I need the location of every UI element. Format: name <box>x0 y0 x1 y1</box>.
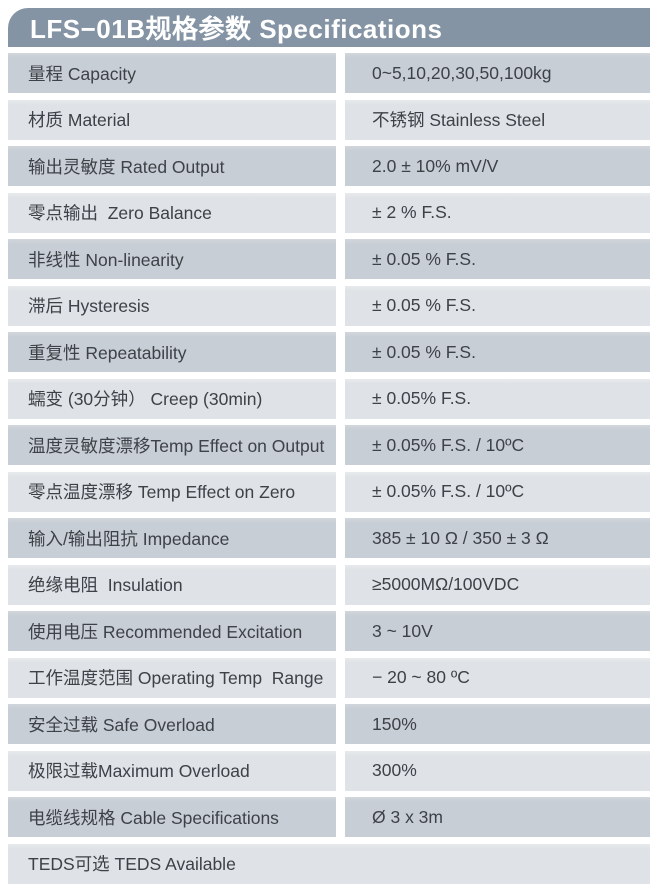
spec-label: 温度灵敏度漂移Temp Effect on Output <box>28 435 325 456</box>
spec-label: 极限过载Maximum Overload <box>28 761 250 781</box>
spec-label-cell: TEDS可选 TEDS Available <box>8 843 650 884</box>
spec-label-cell: 温度灵敏度漂移Temp Effect on Output <box>8 425 336 465</box>
table-row: 绝缘电阻 Insulation ≥5000MΩ/100VDC <box>8 564 650 605</box>
spec-label: 量程 Capacity <box>28 63 136 84</box>
spec-value: ± 0.05% F.S. / 10ºC <box>372 481 525 501</box>
spec-value: ± 0.05 % F.S. <box>372 248 476 269</box>
spec-value-cell: ± 0.05 % F.S. <box>345 285 650 326</box>
spec-value-cell: − 20 ~ 80 ºC <box>345 657 650 698</box>
table-row: 极限过载Maximum Overload 300% <box>8 750 650 791</box>
spec-value: 0~5,10,20,30,50,100kg <box>372 62 552 83</box>
table-row: 蠕变 (30分钟） Creep (30min) ± 0.05% F.S. <box>8 378 650 419</box>
table-row: 非线性 Non-linearity ± 0.05 % F.S. <box>8 239 650 279</box>
spec-value-cell: 3 ~ 10V <box>345 611 650 651</box>
spec-value-cell: 385 ± 10 Ω / 350 ± 3 Ω <box>345 518 650 558</box>
table-row: 重复性 Repeatability ± 0.05 % F.S. <box>8 332 650 372</box>
spec-label: 非线性 Non-linearity <box>28 249 184 270</box>
spec-label: 输入/输出阻抗 Impedance <box>28 528 230 549</box>
spec-label: 使用电压 Recommended Excitation <box>28 621 303 642</box>
spec-label-cell: 重复性 Repeatability <box>8 332 336 372</box>
spec-label-cell: 输出灵敏度 Rated Output <box>8 146 336 186</box>
spec-label: 工作温度范围 Operating Temp Range <box>28 668 324 688</box>
spec-value-cell: ± 0.05 % F.S. <box>345 239 650 279</box>
spec-label-cell: 安全过载 Safe Overload <box>8 704 336 744</box>
spec-label: 重复性 Repeatability <box>28 342 187 363</box>
spec-value: Ø 3 x 3m <box>372 806 443 827</box>
spec-value-cell: 不锈钢 Stainless Steel <box>345 99 650 140</box>
spec-label-cell: 电缆线规格 Cable Specifications <box>8 797 336 837</box>
spec-table: 量程 Capacity 0~5,10,20,30,50,100kg 材质 Mat… <box>8 53 650 884</box>
spec-value-cell: 300% <box>345 750 650 791</box>
spec-value: ± 0.05% F.S. <box>372 388 472 408</box>
table-row: 零点温度漂移 Temp Effect on Zero ± 0.05% F.S. … <box>8 471 650 512</box>
spec-label: 零点温度漂移 Temp Effect on Zero <box>28 482 296 502</box>
spec-header-bar: LFS−01B规格参数 Specifications <box>8 8 650 47</box>
spec-label-cell: 极限过载Maximum Overload <box>8 750 336 791</box>
spec-label-cell: 输入/输出阻抗 Impedance <box>8 518 336 558</box>
spec-value: ± 0.05% F.S. / 10ºC <box>372 434 525 455</box>
spec-label-cell: 工作温度范围 Operating Temp Range <box>8 657 336 698</box>
spec-value: 300% <box>372 760 417 780</box>
spec-label: 安全过载 Safe Overload <box>28 714 215 735</box>
spec-label-cell: 材质 Material <box>8 99 336 140</box>
spec-value: 150% <box>372 713 417 734</box>
spec-value: ± 2 % F.S. <box>372 202 452 222</box>
table-row: TEDS可选 TEDS Available <box>8 843 650 884</box>
spec-value-cell: 0~5,10,20,30,50,100kg <box>345 53 650 93</box>
spec-label-cell: 零点温度漂移 Temp Effect on Zero <box>8 471 336 512</box>
table-row: 安全过载 Safe Overload 150% <box>8 704 650 744</box>
table-row: 使用电压 Recommended Excitation 3 ~ 10V <box>8 611 650 651</box>
spec-value-cell: 2.0 ± 10% mV/V <box>345 146 650 186</box>
spec-label: 零点输出 Zero Balance <box>28 203 212 223</box>
table-row: 量程 Capacity 0~5,10,20,30,50,100kg <box>8 53 650 93</box>
spec-label: 滞后 Hysteresis <box>28 296 150 316</box>
table-row: 工作温度范围 Operating Temp Range − 20 ~ 80 ºC <box>8 657 650 698</box>
spec-label-cell: 非线性 Non-linearity <box>8 239 336 279</box>
spec-value: 不锈钢 Stainless Steel <box>372 110 546 130</box>
spec-value-cell: ≥5000MΩ/100VDC <box>345 564 650 605</box>
spec-value-cell: Ø 3 x 3m <box>345 797 650 837</box>
spec-label-cell: 蠕变 (30分钟） Creep (30min) <box>8 378 336 419</box>
spec-label-cell: 零点输出 Zero Balance <box>8 192 336 233</box>
spec-value-cell: ± 0.05% F.S. / 10ºC <box>345 471 650 512</box>
spec-label-cell: 使用电压 Recommended Excitation <box>8 611 336 651</box>
table-row: 滞后 Hysteresis ± 0.05 % F.S. <box>8 285 650 326</box>
spec-value-cell: ± 0.05 % F.S. <box>345 332 650 372</box>
page-title: LFS−01B规格参数 Specifications <box>30 14 443 44</box>
spec-label: 绝缘电阻 Insulation <box>28 575 183 595</box>
spec-label: 蠕变 (30分钟） Creep (30min) <box>28 389 263 409</box>
table-row: 材质 Material 不锈钢 Stainless Steel <box>8 99 650 140</box>
table-row: 输出灵敏度 Rated Output 2.0 ± 10% mV/V <box>8 146 650 186</box>
spec-label: 输出灵敏度 Rated Output <box>28 156 225 177</box>
spec-value-cell: ± 0.05% F.S. / 10ºC <box>345 425 650 465</box>
spec-value: ± 0.05 % F.S. <box>372 295 476 315</box>
table-row: 零点输出 Zero Balance ± 2 % F.S. <box>8 192 650 233</box>
spec-value-cell: 150% <box>345 704 650 744</box>
spec-value: 385 ± 10 Ω / 350 ± 3 Ω <box>372 527 549 548</box>
table-row: 温度灵敏度漂移Temp Effect on Output ± 0.05% F.S… <box>8 425 650 465</box>
spec-label-cell: 量程 Capacity <box>8 53 336 93</box>
spec-value-cell: ± 2 % F.S. <box>345 192 650 233</box>
spec-label: TEDS可选 TEDS Available <box>28 854 236 874</box>
spec-label-cell: 滞后 Hysteresis <box>8 285 336 326</box>
spec-value-cell: ± 0.05% F.S. <box>345 378 650 419</box>
spec-value: 2.0 ± 10% mV/V <box>372 155 499 176</box>
spec-value: ± 0.05 % F.S. <box>372 341 476 362</box>
spec-value: ≥5000MΩ/100VDC <box>372 574 520 594</box>
spec-value: − 20 ~ 80 ºC <box>372 667 470 687</box>
table-row: 输入/输出阻抗 Impedance 385 ± 10 Ω / 350 ± 3 Ω <box>8 518 650 558</box>
spec-label: 电缆线规格 Cable Specifications <box>28 807 279 828</box>
table-row: 电缆线规格 Cable Specifications Ø 3 x 3m <box>8 797 650 837</box>
spec-value: 3 ~ 10V <box>372 620 433 641</box>
spec-label: 材质 Material <box>28 110 131 130</box>
spec-label-cell: 绝缘电阻 Insulation <box>8 564 336 605</box>
